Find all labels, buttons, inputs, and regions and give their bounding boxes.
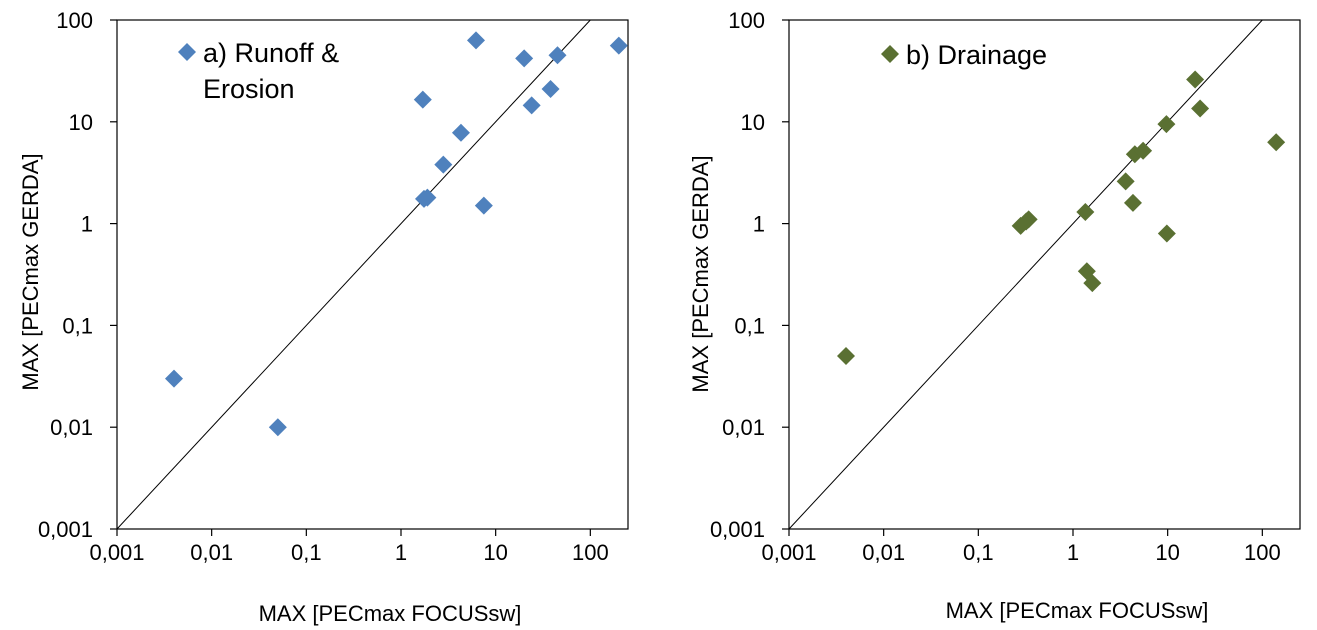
legend-label: a) Runoff & <box>203 38 339 68</box>
data-point <box>1134 141 1153 160</box>
data-point <box>515 49 534 68</box>
x-axis-title: MAX [PECmax FOCUSsw] <box>946 598 1209 623</box>
data-point <box>1076 203 1095 222</box>
x-tick-label: 10 <box>483 540 507 565</box>
data-point <box>474 196 493 215</box>
data-point <box>268 418 287 437</box>
x-tick-label: 0,01 <box>862 540 905 565</box>
data-point <box>609 36 628 55</box>
x-tick-label: 0,1 <box>291 540 322 565</box>
y-tick-label: 10 <box>69 110 93 135</box>
y-tick-label: 0,01 <box>722 415 765 440</box>
y-axis-title: MAX [PECmax GERDA] <box>688 155 713 392</box>
y-tick-label: 1 <box>81 212 93 237</box>
legend-label: Erosion <box>203 74 295 104</box>
legend-label: b) Drainage <box>906 40 1047 70</box>
y-tick-label: 100 <box>56 8 93 33</box>
y-tick-label: 0,01 <box>50 415 93 440</box>
y-tick-label: 0,1 <box>734 313 765 338</box>
plot-area-frame <box>788 19 1301 530</box>
data-point <box>418 188 437 207</box>
data-point <box>548 46 567 65</box>
data-point <box>1157 224 1176 243</box>
x-tick-label: 0,001 <box>761 540 816 565</box>
data-point <box>522 96 541 115</box>
x-tick-label: 0,01 <box>190 540 233 565</box>
data-point <box>1157 115 1176 134</box>
one-to-one-line <box>116 19 591 530</box>
x-tick-label: 100 <box>572 540 609 565</box>
x-tick-label: 1 <box>395 540 407 565</box>
y-tick-label: 0,001 <box>38 517 93 542</box>
data-point <box>836 347 855 366</box>
data-point <box>451 123 470 142</box>
x-tick-label: 10 <box>1155 540 1179 565</box>
x-axis-title: MAX [PECmax FOCUSsw] <box>259 601 522 626</box>
data-point <box>541 79 560 98</box>
y-tick-label: 0,1 <box>62 313 93 338</box>
data-point <box>1116 172 1135 191</box>
data-point <box>1186 70 1205 89</box>
data-point <box>1123 193 1142 212</box>
y-tick-label: 1 <box>753 212 765 237</box>
x-tick-label: 100 <box>1244 540 1281 565</box>
x-tick-label: 0,001 <box>89 540 144 565</box>
data-point <box>1267 133 1286 152</box>
panel-drainage: 0,001 0,01 0,1 1 10 100 0,001 0,01 0,1 1 10 100 b) D… <box>688 8 1301 623</box>
one-to-one-line <box>788 19 1263 530</box>
y-tick-label: 100 <box>728 8 765 33</box>
data-point <box>164 369 183 388</box>
legend-marker <box>178 43 196 61</box>
x-tick-label: 0,1 <box>963 540 994 565</box>
legend-marker <box>881 45 899 63</box>
y-tick-label: 10 <box>741 110 765 135</box>
data-point <box>1083 274 1102 293</box>
panel-runoff-erosion: 0,001 0,01 0,1 1 10 100 0,001 0,01 0,1 1 10 100 a) R… <box>18 8 629 626</box>
plot-area-frame <box>116 19 629 530</box>
y-axis-title: MAX [PECmax GERDA] <box>18 153 43 390</box>
data-point <box>1191 99 1210 118</box>
data-point <box>467 31 486 50</box>
data-point <box>1019 210 1038 229</box>
data-point <box>434 155 453 174</box>
data-point <box>413 90 432 109</box>
x-tick-label: 1 <box>1067 540 1079 565</box>
y-tick-label: 0,001 <box>710 517 765 542</box>
